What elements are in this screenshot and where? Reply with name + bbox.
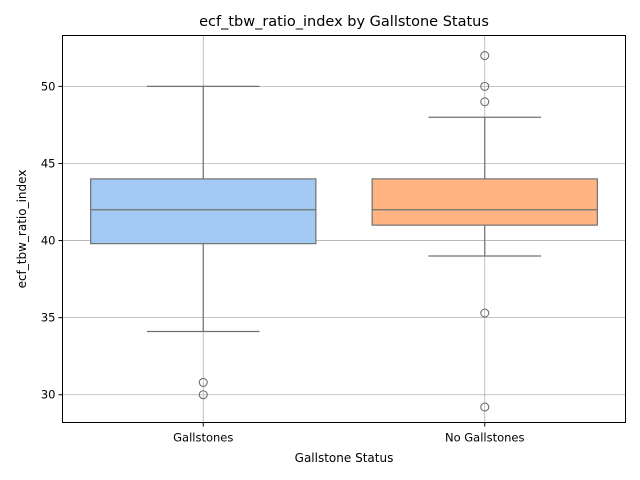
x-axis-label: Gallstone Status	[295, 451, 394, 465]
y-tick-label: 30	[41, 388, 56, 402]
outlier-point	[480, 308, 490, 318]
y-tick-label: 45	[41, 156, 56, 170]
y-tick-label: 50	[41, 79, 56, 93]
y-tick-label: 35	[41, 311, 56, 325]
plot-frame	[62, 35, 626, 423]
iqr-box	[371, 178, 598, 226]
y-axis-label: ecf_tbw_ratio_index	[15, 170, 29, 289]
outlier-point	[480, 81, 490, 91]
outlier-point	[198, 377, 208, 387]
outlier-point	[480, 50, 490, 61]
chart-title: ecf_tbw_ratio_index by Gallstone Status	[199, 14, 489, 30]
iqr-box	[90, 178, 317, 245]
outlier-point	[198, 390, 208, 400]
x-tick-label: No Gallstones	[445, 431, 525, 445]
box-layer	[90, 50, 598, 412]
box-group	[90, 85, 317, 400]
tick-layer: 30 35 40 45 50 Gallstones No Gallstones	[41, 79, 525, 444]
outlier-point	[480, 97, 490, 107]
x-tick-label: Gallstones	[173, 431, 233, 445]
outlier-point	[480, 402, 490, 412]
y-tick-label: 40	[41, 234, 56, 248]
box-group	[371, 50, 598, 412]
